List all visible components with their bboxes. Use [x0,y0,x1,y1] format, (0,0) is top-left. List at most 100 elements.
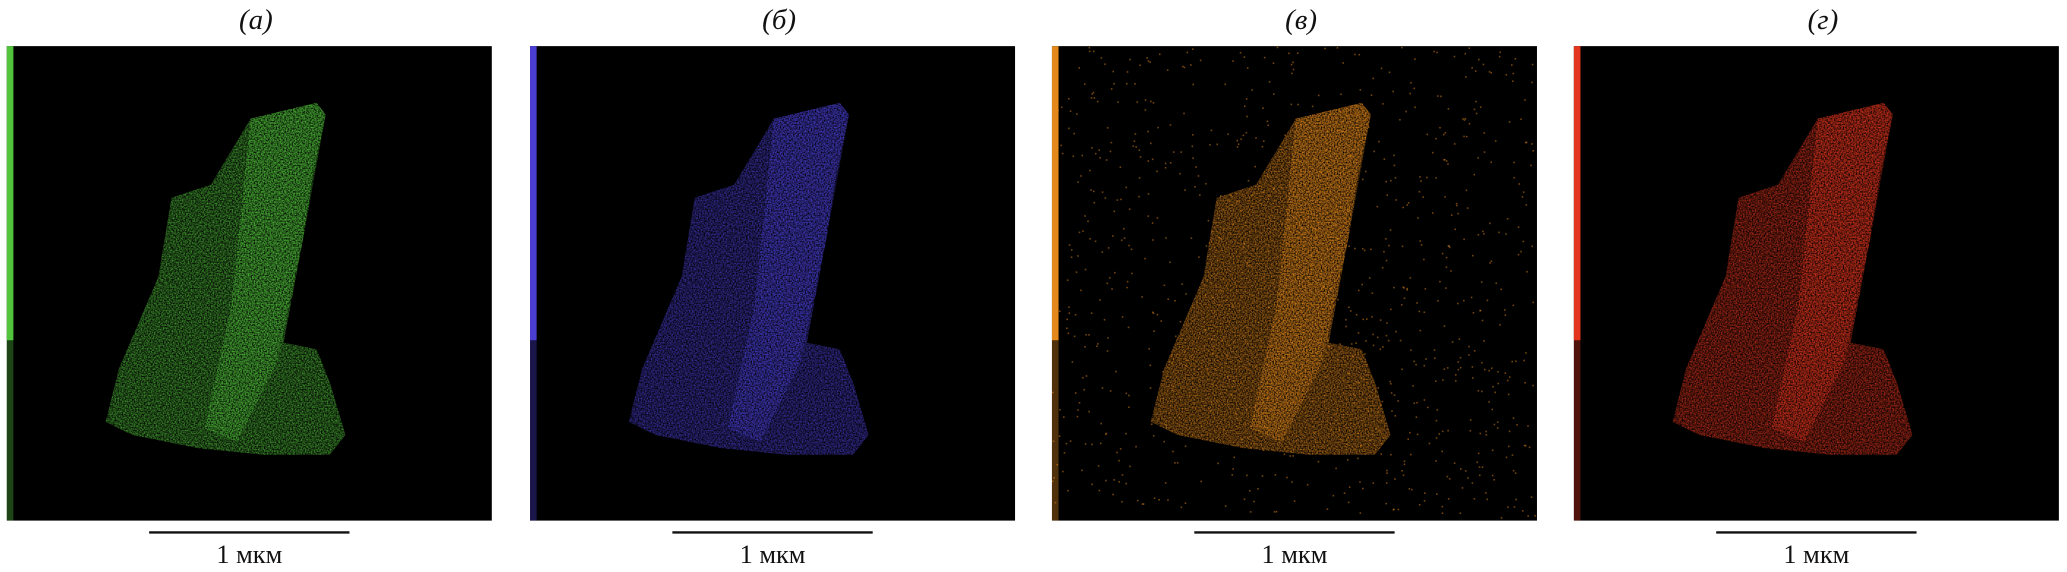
noise-dot [1386,322,1388,324]
noise-dot [1531,81,1533,84]
noise-dot [1180,506,1183,509]
noise-dot [1134,83,1136,85]
noise-dot [1261,475,1264,477]
noise-dot [1088,50,1091,53]
noise-dot [1074,392,1077,394]
noise-dot [1106,350,1109,352]
noise-dot [1209,143,1211,146]
noise-dot [1199,59,1202,62]
noise-dot [1464,52,1467,55]
noise-dot [1444,132,1447,134]
noise-dot [1097,465,1100,467]
noise-dot [1508,430,1511,433]
noise-dot [1391,410,1393,412]
noise-dot [1058,435,1061,438]
noise-dot [1447,245,1450,247]
noise-dot [1403,460,1406,462]
noise-dot [1441,252,1444,255]
noise-dot [1345,318,1347,321]
noise-dot [1511,360,1513,363]
noise-dot [1357,332,1360,334]
noise-dot [1111,288,1113,290]
noise-dot [1139,156,1142,158]
noise-dot [1434,357,1436,360]
noise-dot [1471,366,1474,368]
noise-dot [1394,177,1397,179]
noise-dot [1395,199,1397,201]
noise-dot [1370,94,1373,96]
noise-dot [1106,282,1109,285]
noise-dot [1099,442,1102,445]
noise-dot [1107,247,1110,249]
noise-dot [1361,283,1363,286]
noise-dot [1407,202,1410,204]
noise-dot [1147,130,1149,133]
noise-dot [1441,512,1444,515]
noise-dot [1169,161,1172,164]
noise-dot [1115,370,1117,373]
noise-dot [1067,332,1070,335]
noise-dot [1482,63,1485,66]
color-strip [6,46,14,341]
noise-dot [1403,463,1406,466]
noise-dot [1424,288,1427,290]
noise-dot [1385,238,1387,240]
element-map-dense [727,102,849,442]
noise-dot [1053,476,1055,479]
noise-dot [1511,454,1514,456]
noise-dot [1443,325,1446,327]
noise-dot [1255,137,1257,139]
noise-dot [1129,58,1131,61]
noise-dot [1483,132,1486,134]
noise-dot [1473,108,1476,111]
noise-dot [1125,186,1128,189]
noise-dot [1454,374,1457,376]
noise-dot [1060,106,1063,109]
noise-dot [1192,134,1194,136]
noise-dot [1531,63,1534,66]
noise-dot [1447,429,1449,432]
noise-dot [1224,83,1227,86]
noise-dot [1507,506,1509,508]
noise-dot [1423,311,1426,314]
noise-dot [1336,47,1339,49]
noise-dot [1482,230,1484,233]
noise-dot [1532,384,1534,387]
noise-dot [1531,245,1534,248]
noise-dot [1164,162,1167,165]
color-strip-dark [1051,340,1059,521]
noise-dot [1474,70,1477,72]
noise-dot [1249,511,1252,513]
noise-dot [1199,194,1201,196]
noise-dot [1435,437,1438,439]
noise-dot [1520,118,1522,121]
noise-dot [1526,270,1528,273]
noise-dot [1381,266,1384,269]
noise-dot [1516,423,1518,426]
noise-dot [1499,51,1501,54]
noise-dot [1491,408,1494,411]
noise-dot [1483,233,1485,235]
noise-dot [1483,368,1486,371]
noise-dot [1185,293,1187,295]
noise-dot [1089,169,1091,172]
noise-dot [1477,157,1479,159]
noise-dot [1471,67,1473,69]
noise-dot [1461,487,1464,489]
noise-dot [1156,313,1159,316]
noise-dot [1082,230,1084,232]
noise-dot [1272,93,1275,95]
noise-dot [1393,394,1396,396]
noise-dot [1088,334,1090,336]
noise-dot [1383,158,1386,161]
noise-dot [1406,289,1408,291]
noise-dot [1253,500,1255,503]
noise-dot [1494,140,1497,142]
noise-dot [1158,498,1160,501]
noise-dot [1147,215,1150,217]
noise-dot [1423,500,1426,502]
noise-dot [1324,47,1326,50]
noise-dot [1504,309,1506,311]
noise-dot [1497,371,1499,373]
panel: (б) 1 мкм [530,4,1016,569]
